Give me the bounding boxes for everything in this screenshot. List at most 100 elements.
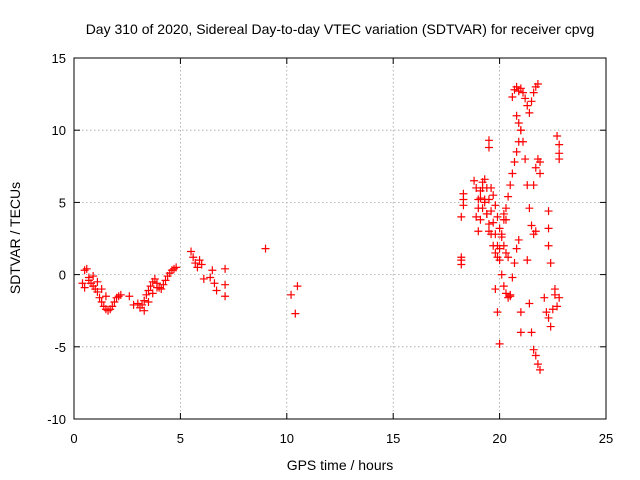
data-point [221, 264, 230, 273]
data-point [501, 289, 510, 298]
data-point [497, 233, 506, 242]
data-point [125, 292, 134, 301]
data-point [525, 299, 534, 308]
data-point [555, 140, 564, 149]
data-point [533, 79, 542, 88]
data-point [516, 328, 525, 337]
data-point [489, 218, 498, 227]
y-tick-label: 0 [59, 268, 66, 283]
data-point [525, 108, 534, 117]
data-point [140, 296, 149, 305]
data-point [499, 241, 508, 250]
data-point [501, 248, 510, 257]
data-point [544, 241, 553, 250]
data-point [210, 279, 219, 288]
data-point [140, 306, 149, 315]
data-point [476, 215, 485, 224]
x-tick-label: 25 [599, 431, 613, 446]
data-point [82, 264, 91, 273]
y-tick-label: 5 [59, 195, 66, 210]
chart-title: Day 310 of 2020, Sidereal Day-to-day VTE… [86, 21, 595, 37]
data-point [80, 283, 89, 292]
data-point [527, 328, 536, 337]
data-point [193, 263, 202, 272]
y-tick-label: 10 [52, 123, 66, 138]
data-point [553, 302, 562, 311]
data-point [478, 204, 487, 213]
data-point [550, 290, 559, 299]
data-point [491, 285, 500, 294]
data-point [540, 293, 549, 302]
data-point [146, 282, 155, 291]
data-point [506, 181, 515, 190]
data-point [191, 259, 200, 268]
data-point [487, 183, 496, 192]
data-point [504, 253, 513, 262]
data-points [78, 79, 564, 374]
data-point [508, 169, 517, 178]
data-point [97, 298, 106, 307]
data-point [501, 204, 510, 213]
data-point [527, 221, 536, 230]
data-point [142, 290, 151, 299]
data-point [514, 235, 523, 244]
data-point [531, 227, 540, 236]
data-point [221, 280, 230, 289]
data-point [161, 276, 170, 285]
data-point [497, 270, 506, 279]
data-point [484, 220, 493, 229]
data-point [531, 163, 540, 172]
x-tick-label: 10 [280, 431, 294, 446]
data-point [291, 309, 300, 318]
data-point [553, 131, 562, 140]
data-point [516, 84, 525, 93]
data-point [546, 322, 555, 331]
data-point [512, 244, 521, 253]
data-point [101, 292, 110, 301]
plot-frame [73, 57, 607, 420]
data-point [95, 293, 104, 302]
data-point [93, 277, 102, 286]
data-point [476, 194, 485, 203]
data-point [495, 224, 504, 233]
data-point [129, 300, 138, 309]
data-point [529, 345, 538, 354]
data-point [519, 137, 528, 146]
grid-lines [74, 58, 606, 419]
data-point [159, 280, 168, 289]
data-point [544, 313, 553, 322]
data-point [457, 212, 466, 221]
data-point [144, 298, 153, 307]
data-point [89, 272, 98, 281]
data-point [510, 157, 519, 166]
data-point [544, 207, 553, 216]
data-point [523, 101, 532, 110]
data-point [110, 298, 119, 307]
data-point [189, 253, 198, 262]
data-point [144, 286, 153, 295]
data-point [493, 212, 502, 221]
y-axis-label: SDTVAR / TECUs [7, 182, 23, 294]
data-point [499, 209, 508, 218]
data-point [221, 292, 230, 301]
data-point [116, 290, 125, 299]
data-point [516, 308, 525, 317]
data-point [93, 287, 102, 296]
data-point [527, 97, 536, 106]
data-point [148, 289, 157, 298]
data-point [457, 256, 466, 265]
data-point [138, 300, 147, 309]
data-point [484, 143, 493, 152]
data-point [293, 282, 302, 291]
x-tick-label: 20 [492, 431, 506, 446]
data-point [533, 360, 542, 369]
y-tick-label: -10 [47, 412, 66, 427]
data-point [487, 207, 496, 216]
data-point [512, 82, 521, 91]
y-tick-label: -5 [54, 340, 66, 355]
data-point [529, 88, 538, 97]
data-point [287, 290, 296, 299]
data-point [187, 247, 196, 256]
data-point [484, 227, 493, 236]
data-point [491, 248, 500, 257]
